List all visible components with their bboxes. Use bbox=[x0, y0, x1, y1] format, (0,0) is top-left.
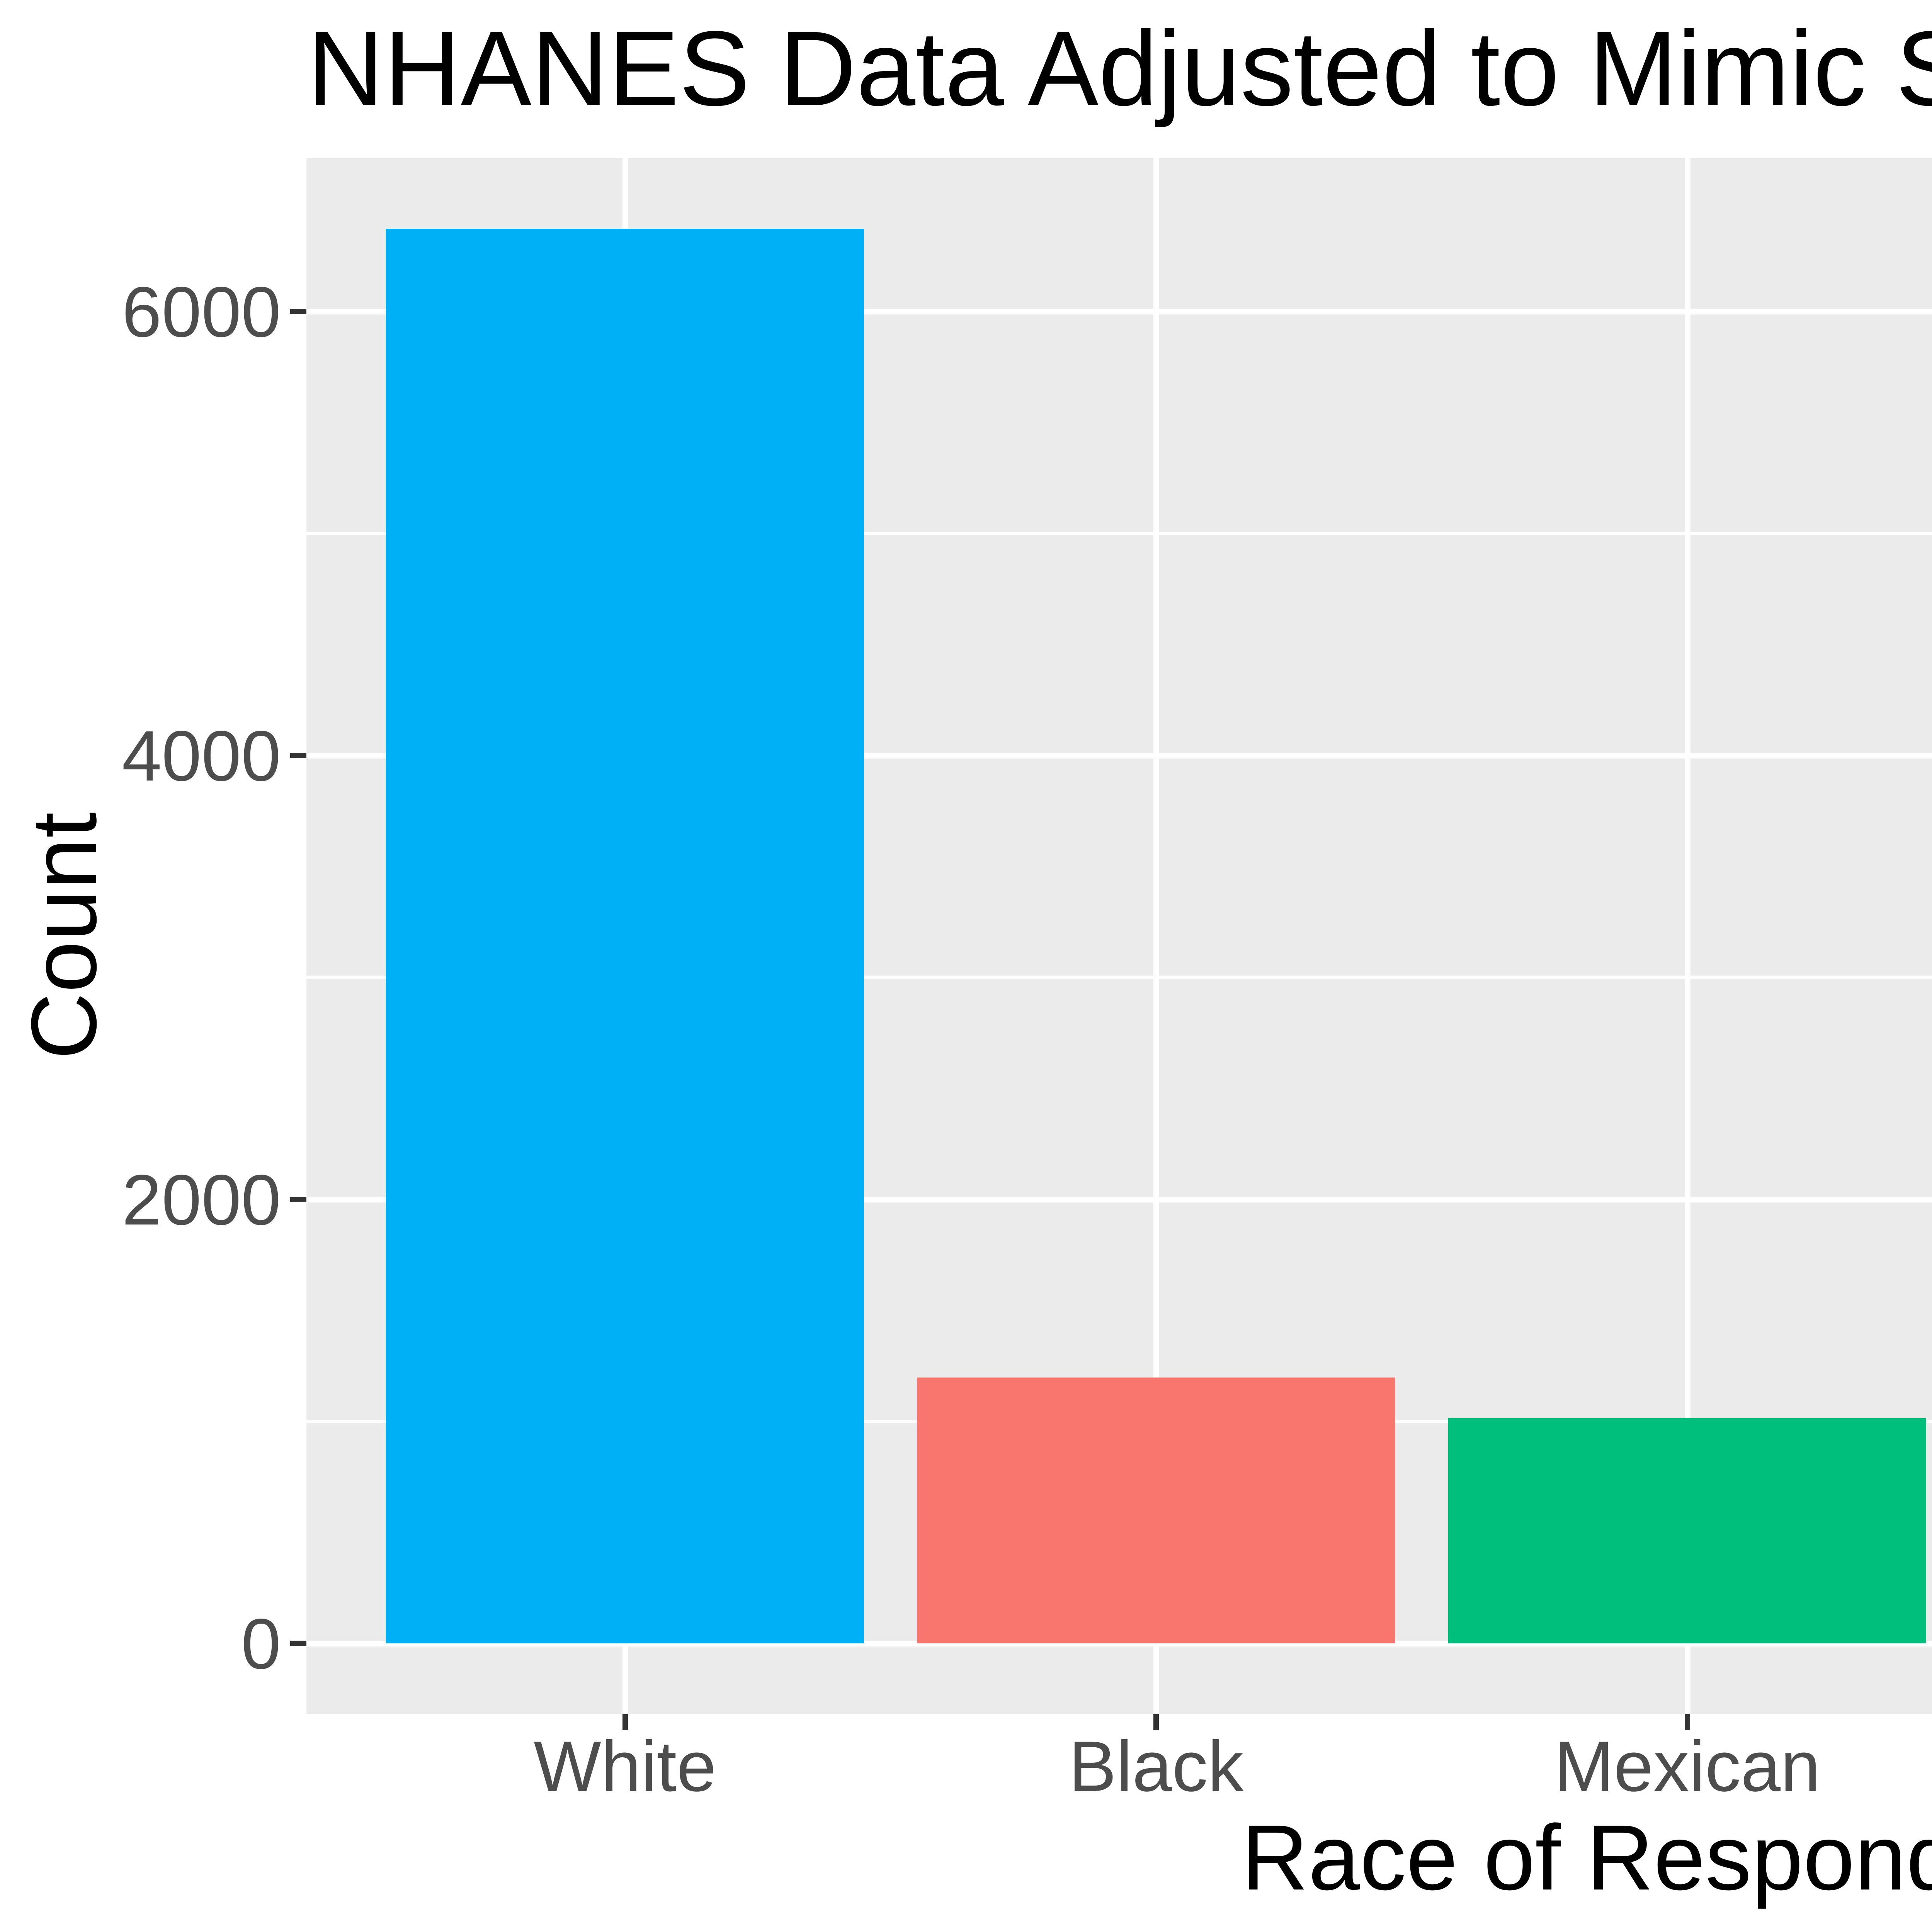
x-gridline-major bbox=[1684, 158, 1690, 1714]
x-axis-title: Race of Respondents bbox=[1241, 1806, 1932, 1909]
y-tick bbox=[290, 752, 306, 758]
x-tick bbox=[622, 1714, 628, 1730]
y-gridline-minor bbox=[306, 976, 1932, 979]
y-tick-label: 6000 bbox=[122, 272, 281, 352]
y-tick bbox=[290, 1640, 306, 1646]
y-tick bbox=[290, 308, 306, 314]
x-gridline-major bbox=[1153, 158, 1160, 1714]
x-tick-label: White bbox=[534, 1727, 717, 1806]
x-tick bbox=[1153, 1714, 1159, 1730]
chart-title: NHANES Data Adjusted to Mimic SRS bbox=[307, 9, 1932, 128]
y-tick-label: 2000 bbox=[122, 1160, 281, 1240]
x-tick bbox=[1684, 1714, 1690, 1730]
y-axis-title: Count bbox=[12, 812, 116, 1060]
y-gridline-minor bbox=[306, 532, 1932, 535]
x-tick-label: Black bbox=[1068, 1727, 1244, 1806]
y-tick-label: 4000 bbox=[122, 716, 281, 796]
y-tick bbox=[290, 1196, 306, 1202]
plot-panel bbox=[306, 158, 1932, 1714]
bar-black bbox=[917, 1378, 1395, 1643]
y-tick-label: 0 bbox=[241, 1604, 281, 1684]
bar-mexican bbox=[1448, 1418, 1926, 1643]
bar-white bbox=[386, 229, 864, 1643]
x-tick-label: Mexican bbox=[1554, 1727, 1820, 1806]
